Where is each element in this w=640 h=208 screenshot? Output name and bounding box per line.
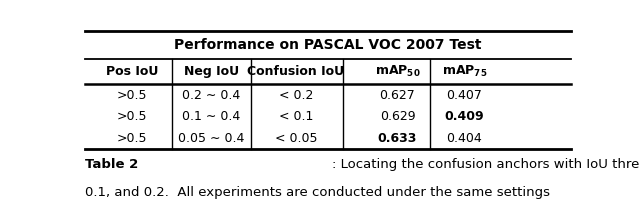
- Text: 0.404: 0.404: [447, 132, 483, 145]
- Text: 0.1, and 0.2.  All experiments are conducted under the same settings: 0.1, and 0.2. All experiments are conduc…: [85, 186, 550, 199]
- Text: 0.2 ∼ 0.4: 0.2 ∼ 0.4: [182, 89, 241, 102]
- Text: Performance on PASCAL VOC 2007 Test: Performance on PASCAL VOC 2007 Test: [174, 38, 482, 52]
- Text: < 0.1: < 0.1: [278, 110, 313, 123]
- Text: 0.1 ∼ 0.4: 0.1 ∼ 0.4: [182, 110, 241, 123]
- Text: 0.05 ∼ 0.4: 0.05 ∼ 0.4: [179, 132, 244, 145]
- Text: Confusion IoU: Confusion IoU: [247, 65, 344, 78]
- Text: Neg IoU: Neg IoU: [184, 65, 239, 78]
- Text: >0.5: >0.5: [117, 110, 147, 123]
- Text: Pos IoU: Pos IoU: [106, 65, 158, 78]
- Text: 0.407: 0.407: [447, 89, 483, 102]
- Text: 0.627: 0.627: [380, 89, 415, 102]
- Text: $\mathbf{mAP_{75}}$: $\mathbf{mAP_{75}}$: [442, 64, 487, 79]
- Text: 0.633: 0.633: [378, 132, 417, 145]
- Text: 0.629: 0.629: [380, 110, 415, 123]
- Text: < 0.2: < 0.2: [278, 89, 313, 102]
- Text: >0.5: >0.5: [117, 89, 147, 102]
- Text: $\mathbf{mAP_{50}}$: $\mathbf{mAP_{50}}$: [374, 64, 420, 79]
- Text: 0.409: 0.409: [445, 110, 484, 123]
- Text: < 0.05: < 0.05: [275, 132, 317, 145]
- Text: : Locating the confusion anchors with IoU threshold of 0.05,: : Locating the confusion anchors with Io…: [332, 158, 640, 171]
- Text: Table 2: Table 2: [85, 158, 138, 171]
- Text: >0.5: >0.5: [117, 132, 147, 145]
